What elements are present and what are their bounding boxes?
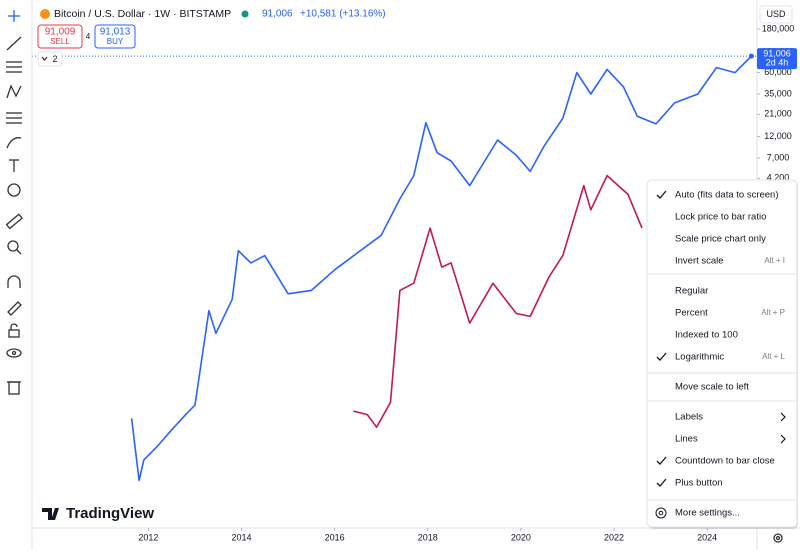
- sell-label: SELL: [50, 37, 70, 46]
- brand: TradingView: [42, 505, 154, 522]
- lock-tool[interactable]: [8, 323, 20, 338]
- currency-button[interactable]: [759, 5, 793, 24]
- last-price: 91,006: [262, 9, 293, 20]
- buy-label: BUY: [107, 37, 124, 46]
- x-tick-label: 2012: [138, 532, 158, 542]
- x-tick-label: 2022: [604, 532, 624, 542]
- menu-panel: [646, 179, 798, 528]
- menu-item-label: Invert scale: [675, 256, 724, 267]
- y-tick-label: 7,000: [767, 152, 790, 162]
- indicators-toggle[interactable]: [37, 51, 63, 67]
- x-tick-label: 2014: [232, 532, 252, 542]
- menu-item-label: Scale price chart only: [675, 234, 766, 245]
- menu-item[interactable]: [648, 429, 796, 449]
- brand-logo: [42, 508, 59, 520]
- menu-item-label: More settings...: [675, 508, 740, 519]
- left-toolbar: [5, 0, 33, 550]
- check-mark: [656, 478, 667, 487]
- menu-item-label: Regular: [675, 286, 708, 297]
- symbol-title[interactable]: Bitcoin / U.S. Dollar · 1W · BITSTAMP: [54, 8, 231, 20]
- header: Bitcoin / U.S. Dollar · 1W · BITSTAMP 91…: [37, 5, 793, 67]
- y-tick-label: 21,000: [764, 109, 792, 119]
- y-tick-label: 180,000: [762, 23, 795, 33]
- price-line: [353, 174, 643, 428]
- check-mark: [656, 190, 667, 199]
- menu-item-label: Lock price to bar ratio: [675, 212, 766, 223]
- icon-tool[interactable]: [7, 183, 21, 197]
- menu-item-label: Plus button: [675, 478, 723, 489]
- menu-item-label: Countdown to bar close: [675, 456, 775, 467]
- brand-name: TradingView: [66, 505, 154, 522]
- x-tick-label: 2024: [697, 532, 717, 542]
- sell-button[interactable]: [37, 24, 83, 49]
- spread: 4: [86, 32, 91, 41]
- y-tick-label: 60,000: [764, 67, 792, 77]
- menu-item[interactable]: [648, 281, 796, 301]
- chevron-icon: [41, 56, 48, 62]
- submenu-arrow: [780, 412, 786, 422]
- currency: USD: [766, 9, 786, 19]
- menu-item-shortcut: Alt + P: [761, 308, 785, 317]
- y-tick-label: 4,200: [767, 173, 790, 183]
- x-tick-label: 2020: [511, 532, 531, 542]
- check-mark: [656, 352, 667, 361]
- forecast-tool[interactable]: [6, 112, 22, 124]
- trend-line-tool[interactable]: [6, 36, 22, 51]
- magnet-tool[interactable]: [7, 275, 21, 288]
- crosshair-tool[interactable]: [8, 10, 20, 22]
- symbol-icon: [40, 9, 50, 19]
- menu-item-label: Lines: [675, 434, 698, 445]
- menu-item[interactable]: [648, 407, 796, 427]
- menu-item-label: Percent: [675, 308, 708, 319]
- menu-item-shortcut: Alt + L: [762, 352, 785, 361]
- fib-tool[interactable]: [6, 61, 22, 73]
- buy-price: 91,013: [100, 27, 131, 38]
- delete-tool[interactable]: [7, 381, 21, 395]
- settings-button[interactable]: [773, 533, 783, 543]
- submenu-arrow: [780, 434, 786, 444]
- scale-context-menu: Auto (fits data to screen) Lock price to …: [646, 179, 798, 529]
- text-tool[interactable]: [9, 159, 19, 172]
- y-tick-label: 35,000: [764, 88, 792, 98]
- menu-item-label: Move scale to left: [675, 382, 749, 393]
- last-price-dot: [748, 53, 754, 59]
- check-mark: [656, 456, 667, 465]
- plot-area: [32, 53, 757, 482]
- price-tag-value: 91,006: [763, 48, 791, 58]
- gear-icon: [655, 507, 667, 519]
- sell-price: 91,009: [45, 27, 76, 38]
- hide-tool[interactable]: [6, 348, 22, 358]
- buy-button[interactable]: [94, 24, 136, 49]
- measure-tool[interactable]: [5, 213, 23, 230]
- price-tag-countdown: 2d 4h: [766, 57, 789, 67]
- y-tick-label: 12,000: [764, 131, 792, 141]
- menu-item-label: Labels: [675, 412, 703, 423]
- x-tick-label: 2016: [325, 532, 345, 542]
- gear-icon-core: [658, 510, 664, 516]
- zoom-tool[interactable]: [7, 240, 22, 255]
- price-line: [130, 55, 752, 482]
- x-tick-label: 2018: [418, 532, 438, 542]
- menu-item-label: Indexed to 100: [675, 330, 738, 341]
- pattern-tool[interactable]: [6, 84, 22, 99]
- lock-drawing-tool[interactable]: [7, 301, 22, 316]
- price-tag-box: [757, 48, 797, 70]
- menu-item-label: Logarithmic: [675, 352, 724, 363]
- menu-item-shortcut: Alt + I: [764, 256, 785, 265]
- brush-tool[interactable]: [6, 137, 22, 149]
- market-status: [241, 10, 249, 18]
- indicators-count: 2: [52, 54, 57, 64]
- price-change: +10,581 (+13.16%): [300, 9, 386, 20]
- menu-item-label: Auto (fits data to screen): [675, 190, 779, 201]
